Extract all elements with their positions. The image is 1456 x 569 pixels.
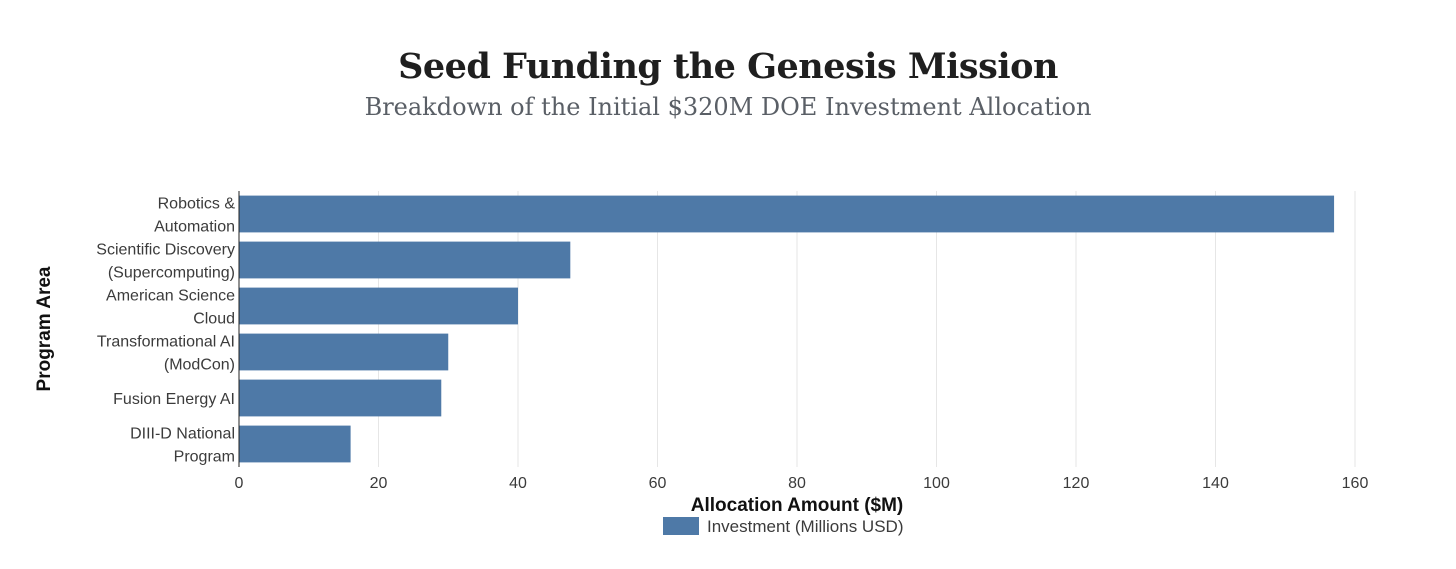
category-label: Robotics & Automation	[154, 196, 235, 236]
x-tick-label: 40	[509, 475, 527, 492]
x-tick-label: 60	[649, 475, 667, 492]
category-label: Fusion Energy AI	[113, 391, 235, 408]
category-label: American Science Cloud	[106, 288, 235, 328]
y-axis-title: Program Area	[34, 266, 55, 391]
category-label: Scientific Discovery (Supercomputing)	[96, 242, 235, 282]
category-labels: Robotics & Automation Scientific Discovery…	[96, 196, 235, 466]
legend-label: Investment (Millions USD)	[707, 517, 904, 536]
category-label: Transformational AI (ModCon)	[97, 334, 235, 374]
gridlines	[378, 191, 1356, 467]
x-tick-label: 140	[1202, 475, 1229, 492]
x-tick-label: 0	[235, 475, 244, 492]
x-tick-label: 160	[1342, 475, 1369, 492]
bar[interactable]	[239, 241, 571, 279]
category-label: DIII-D National Program	[130, 426, 235, 466]
x-tick-label: 80	[788, 475, 806, 492]
legend-swatch	[663, 517, 699, 535]
chart-title: Seed Funding the Genesis Mission	[398, 46, 1058, 87]
legend[interactable]: Investment (Millions USD)	[663, 517, 904, 536]
x-tick-label: 120	[1063, 475, 1090, 492]
bar[interactable]	[239, 195, 1335, 233]
x-axis-title: Allocation Amount ($M)	[691, 495, 904, 516]
bar[interactable]	[239, 287, 518, 325]
bar[interactable]	[239, 333, 449, 371]
x-tick-label: 20	[370, 475, 388, 492]
bar[interactable]	[239, 425, 351, 463]
x-tick-label: 100	[923, 475, 950, 492]
bar[interactable]	[239, 379, 442, 417]
bars	[239, 195, 1335, 463]
x-tick-labels: 0 20 40 60 80 100 120 140 160	[235, 475, 1369, 492]
chart-subtitle: Breakdown of the Initial $320M DOE Inves…	[364, 93, 1092, 121]
